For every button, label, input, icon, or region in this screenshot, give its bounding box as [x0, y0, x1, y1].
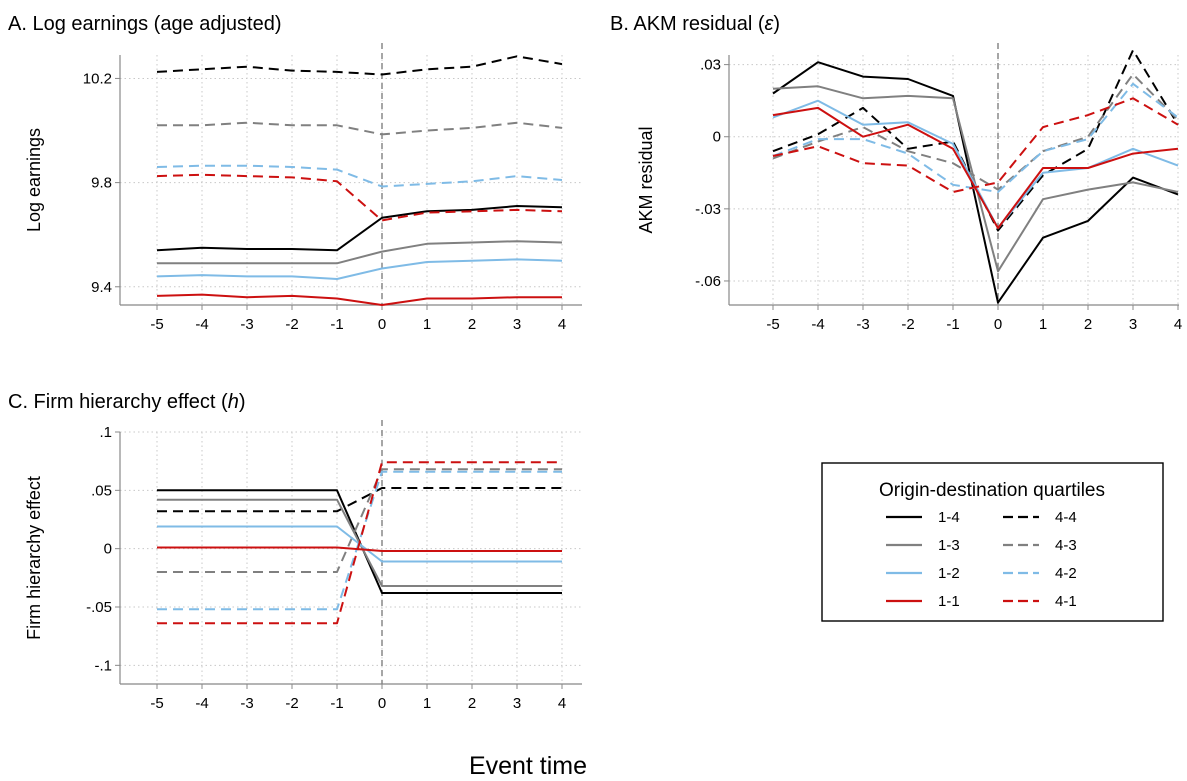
x-tick-label: -3: [240, 695, 253, 712]
x-tick-label: -4: [811, 316, 824, 333]
legend-label-1-4: 1-4: [938, 509, 960, 526]
y-tick-label: -.1: [94, 657, 112, 674]
x-tick-label: 0: [994, 316, 1002, 333]
y-tick-label: 10.2: [83, 70, 112, 87]
y-tick-label: 0: [104, 541, 112, 558]
panel-c-firm-hierarchy-effect: C. Firm hierarchy effect (h) -.1 -.05 0 .05…: [8, 391, 582, 712]
x-tick-label: -1: [330, 316, 343, 333]
y-tick-label: 0: [713, 129, 721, 146]
x-tick-label: -1: [330, 695, 343, 712]
series-line-4-1: [156, 173, 563, 222]
series-line-4-3: [157, 121, 563, 136]
x-tick-label: 3: [513, 695, 521, 712]
series-line-1-4: [156, 205, 563, 252]
y-tick-label: -.06: [695, 273, 721, 290]
panel-a-title: A. Log earnings (age adjusted): [8, 13, 282, 35]
y-tick-label: -.05: [86, 599, 112, 616]
x-tick-label: 4: [1174, 316, 1182, 333]
y-axis-label: Firm hierarchy effect: [24, 476, 44, 640]
x-tick-label: 3: [1129, 316, 1137, 333]
x-tick-label: -3: [856, 316, 869, 333]
series-line-1-1: [156, 293, 562, 306]
legend-box: [821, 462, 1164, 622]
x-tick-label: 0: [378, 695, 386, 712]
y-tick-label: 9.8: [91, 175, 112, 192]
series-line-4-2: [772, 82, 1179, 193]
series-line-1-3: [772, 85, 1179, 273]
series-line-1-4: [772, 61, 1179, 304]
panel-c-title: C. Firm hierarchy effect (h): [8, 391, 245, 413]
panel-b-akm-residual: B. AKM residual (ε) -.06 -.03 0 .03 -5 -4 -3 -2…: [610, 13, 1182, 333]
series-line-4-1: [157, 461, 562, 625]
panel-a-log-earnings: A. Log earnings (age adjusted) 9.4 9.8 10.…: [8, 13, 582, 333]
legend-label-1-1: 1-1: [938, 593, 960, 610]
legend: Origin-destination quartiles 1-4 4-4 1-3 4-…: [821, 462, 1164, 622]
legend-label-1-3: 1-3: [938, 537, 960, 554]
series-line-4-4: [156, 55, 563, 76]
series-line-4-4: [157, 487, 562, 513]
y-axis-label: Log earnings: [24, 128, 44, 232]
y-tick-label: .03: [700, 57, 721, 74]
x-tick-label: -3: [240, 316, 253, 333]
x-tick-label: -4: [195, 695, 208, 712]
x-tick-label: -1: [946, 316, 959, 333]
legend-label-1-2: 1-2: [938, 565, 960, 582]
legend-title: Origin-destination quartiles: [879, 480, 1105, 501]
series-line-1-1: [772, 106, 1179, 230]
y-tick-label: -.03: [695, 201, 721, 218]
legend-label-4-3: 4-3: [1055, 537, 1077, 554]
series-line-1-2: [156, 258, 563, 280]
legend-label-4-4: 4-4: [1055, 509, 1077, 526]
series-line-1-2: [772, 99, 1179, 230]
x-tick-label: -2: [285, 316, 298, 333]
y-axis-label: AKM residual: [636, 126, 656, 233]
x-axis-label: Event time: [469, 752, 587, 780]
x-tick-label: -5: [766, 316, 779, 333]
x-tick-label: 2: [468, 695, 476, 712]
x-tick-label: -5: [150, 695, 163, 712]
x-tick-label: -5: [150, 316, 163, 333]
series-line-4-2: [156, 164, 563, 188]
x-tick-label: 2: [468, 316, 476, 333]
series-line-4-2: [157, 470, 562, 611]
series-line-4-3: [772, 73, 1179, 191]
x-tick-label: -4: [195, 316, 208, 333]
legend-label-4-1: 4-1: [1055, 593, 1077, 610]
series-line-1-1: [157, 546, 562, 552]
legend-label-4-2: 4-2: [1055, 565, 1077, 582]
x-tick-label: -2: [285, 695, 298, 712]
y-tick-label: 9.4: [91, 279, 112, 296]
x-tick-label: 0: [378, 316, 386, 333]
x-tick-label: 4: [558, 695, 566, 712]
x-tick-label: 1: [423, 316, 431, 333]
panel-b-title: B. AKM residual (ε): [610, 13, 780, 35]
x-tick-label: 4: [558, 316, 566, 333]
x-tick-label: 3: [513, 316, 521, 333]
y-tick-label: .1: [99, 424, 112, 441]
x-tick-label: -2: [901, 316, 914, 333]
x-tick-label: 1: [1039, 316, 1047, 333]
x-tick-label: 1: [423, 695, 431, 712]
x-tick-label: 2: [1084, 316, 1092, 333]
series-line-4-3: [157, 468, 562, 573]
series-line-4-1: [772, 97, 1179, 193]
series-line-1-3: [157, 240, 563, 265]
y-tick-label: .05: [91, 482, 112, 499]
